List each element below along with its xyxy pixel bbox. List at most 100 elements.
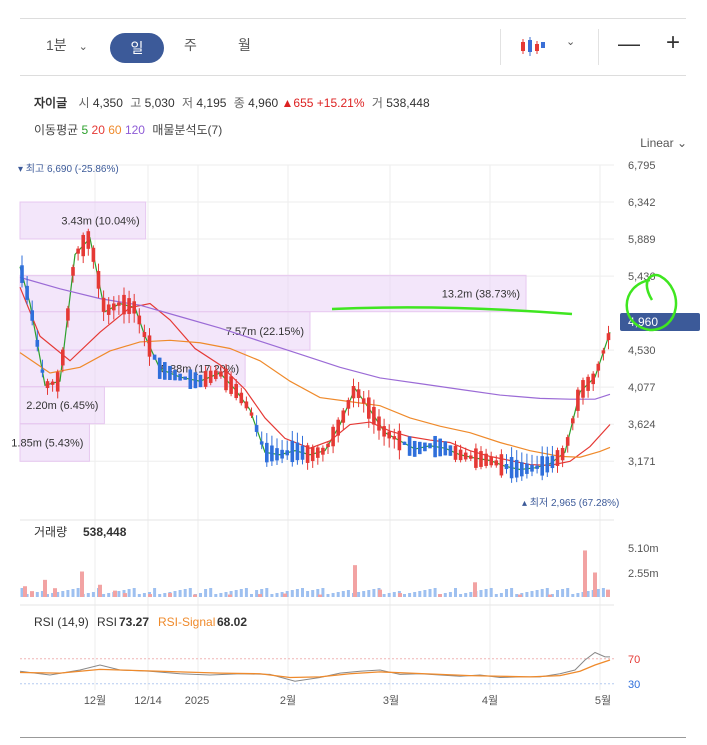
volume-bar	[413, 592, 417, 597]
price-summary: 자이글 시 4,350 고 5,030 저 4,195 종 4,960 ▲655…	[34, 94, 430, 111]
candle-body	[336, 419, 340, 436]
volume-bar	[71, 589, 75, 597]
candle-body	[581, 380, 585, 398]
candle-body	[81, 234, 85, 257]
candlestick-chart-icon[interactable]	[520, 37, 546, 60]
candle-body	[239, 392, 244, 404]
candle-body	[463, 452, 468, 460]
scale-label: Linear	[640, 136, 674, 150]
volume-profile-label: 7.57m (22.15%)	[226, 326, 304, 338]
ma-line-120	[19, 276, 611, 400]
candle-body	[122, 294, 126, 315]
price-axis-label: 3,624	[628, 419, 656, 431]
volume-bar	[193, 594, 197, 597]
candle-body	[346, 400, 351, 409]
candle-body	[545, 456, 550, 473]
volume-bar	[148, 594, 152, 597]
volume-profile-label: 1.85m (5.43%)	[11, 437, 83, 449]
volume-bar	[464, 593, 468, 597]
volume-bar	[178, 590, 182, 597]
candle-body	[402, 441, 407, 445]
volume-bar	[586, 591, 590, 597]
moving-average-legend: 이동평균 5 20 60 120 매물분석도(7)	[34, 121, 222, 138]
candle-body	[514, 459, 519, 478]
x-axis-label: 5월	[595, 694, 611, 707]
tab-day[interactable]: 일	[110, 33, 164, 63]
candle-body	[157, 357, 162, 379]
volume-bar	[275, 593, 279, 597]
candle-body	[71, 267, 75, 276]
volume-bar	[353, 565, 357, 597]
volume-bar	[601, 588, 605, 597]
x-axis-label: 2025	[185, 695, 209, 707]
volume-bar	[56, 592, 60, 597]
candle-body	[321, 447, 325, 455]
candle-body	[504, 463, 509, 470]
chevron-down-icon: ⌄	[676, 136, 687, 150]
candle-body	[576, 389, 580, 411]
volume-bar	[571, 594, 575, 597]
volume-bar	[280, 592, 284, 597]
candle-body	[173, 369, 177, 381]
ma-120[interactable]: 120	[124, 123, 145, 137]
annotation-circle	[625, 273, 678, 332]
candle-body	[249, 412, 254, 416]
candle-body	[163, 362, 167, 380]
volume-bar	[357, 592, 361, 597]
candle-body	[76, 248, 80, 254]
tab-month[interactable]: 월	[238, 37, 251, 53]
volume-bar	[606, 589, 610, 597]
candle-body	[448, 445, 453, 456]
volume-value: 538,448	[386, 96, 430, 110]
zoom-in-button[interactable]: +	[666, 29, 681, 56]
volume-bar	[239, 589, 243, 597]
candle-body	[494, 460, 499, 466]
volume-bar	[295, 589, 299, 597]
tab-week[interactable]: 주	[184, 37, 197, 53]
volume-bar	[153, 588, 157, 597]
volume-bar	[372, 589, 376, 597]
candle-body	[499, 454, 504, 476]
ma-label: 이동평균	[34, 123, 79, 137]
interval-select[interactable]: 1분 ⌄	[46, 35, 88, 55]
volume-bar	[301, 588, 304, 597]
candle-body	[106, 304, 111, 315]
ma-60[interactable]: 60	[108, 123, 122, 137]
candle-body	[606, 333, 611, 341]
volume-bar	[392, 592, 396, 597]
volume-bar	[423, 590, 427, 597]
scale-toggle[interactable]: Linear ⌄	[640, 136, 687, 150]
price-axis-label: 5,889	[628, 234, 656, 246]
candle-body	[305, 445, 310, 463]
volume-bar	[311, 590, 315, 597]
candle-body	[214, 370, 218, 380]
ma-5[interactable]: 5	[81, 123, 89, 137]
volume-bar	[398, 593, 402, 597]
volume-panel-value: 538,448	[83, 525, 127, 539]
candle-body	[520, 462, 524, 477]
ma-20[interactable]: 20	[91, 123, 105, 137]
zoom-out-button[interactable]: —	[618, 31, 640, 56]
volume-bar	[283, 593, 287, 597]
candle-body	[458, 449, 463, 461]
volume-bar	[469, 592, 473, 597]
volume-bar	[438, 594, 442, 597]
candle-body	[101, 297, 106, 312]
volume-bar	[433, 588, 437, 597]
volume-bar	[61, 591, 65, 597]
volume-bar	[199, 593, 202, 597]
candle-body	[112, 303, 116, 311]
volume-bar	[234, 590, 238, 597]
candle-body	[35, 339, 40, 347]
price-axis-label: 4,077	[628, 382, 656, 394]
volume-bar	[204, 589, 208, 597]
x-axis-label: 2월	[280, 694, 296, 707]
volume-profile-label[interactable]: 매물분석도(7)	[152, 123, 223, 137]
volume-panel-label: 거래량	[34, 525, 67, 539]
volume-bar	[43, 579, 47, 597]
close-label: 종	[233, 96, 245, 110]
volume-bar	[98, 584, 102, 597]
chart-type-chevron-icon[interactable]: ⌄	[566, 36, 576, 48]
candle-body	[219, 371, 223, 377]
